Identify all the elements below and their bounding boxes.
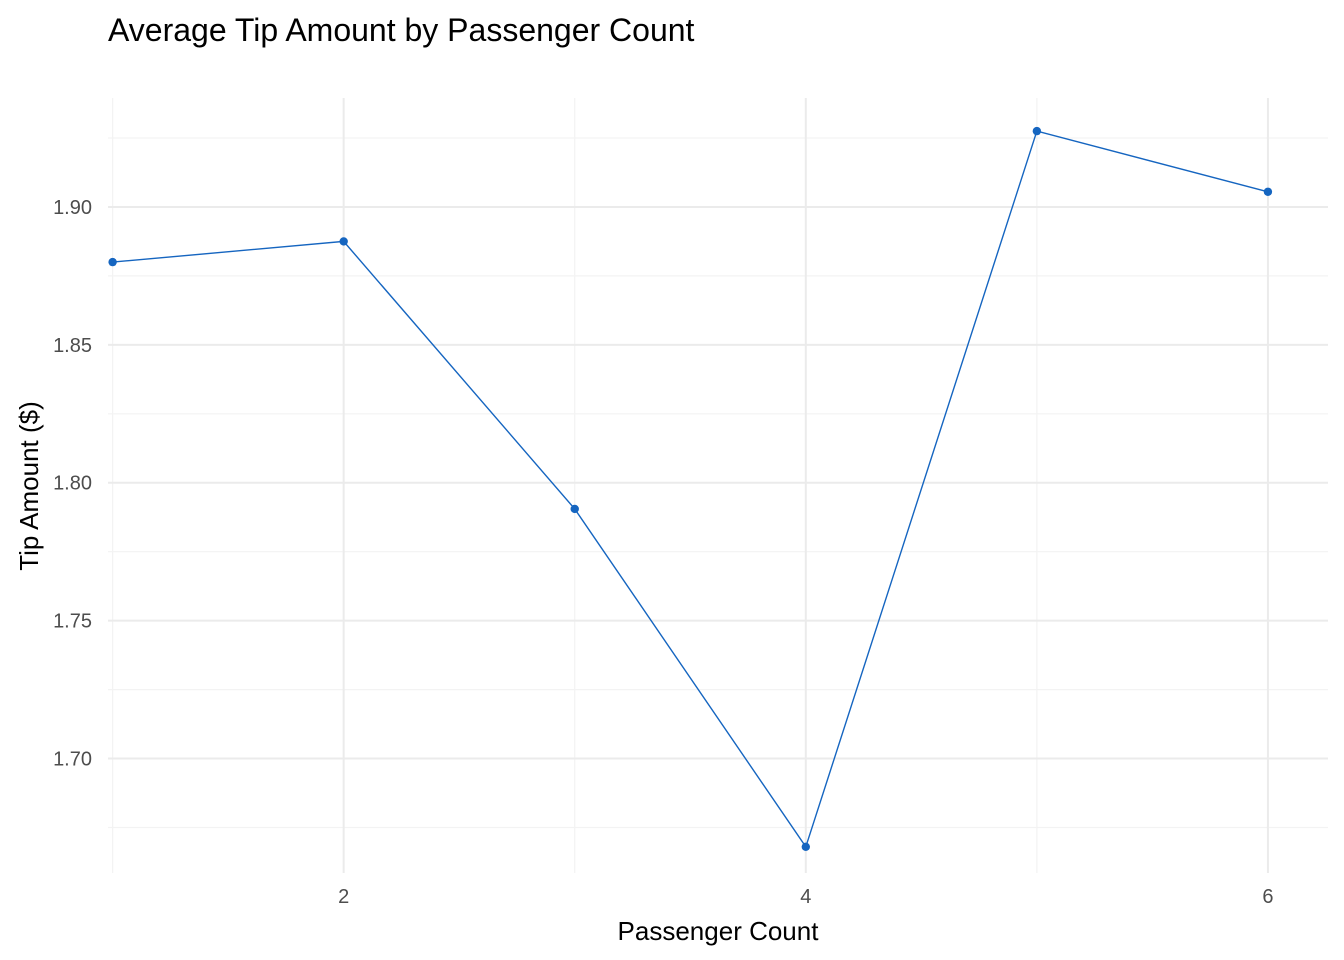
data-point — [570, 504, 579, 514]
tick-labels: 1.70 1.75 1.80 1.85 1.90 2 4 6 — [53, 197, 1273, 908]
series-line — [112, 130, 1269, 849]
x-tick-label: 6 — [1262, 886, 1273, 908]
y-axis-title: Tip Amount ($) — [14, 401, 44, 571]
data-point — [108, 257, 117, 267]
x-axis-title: Passenger Count — [618, 916, 820, 946]
y-tick-label: 1.70 — [53, 749, 92, 771]
data-point — [1032, 126, 1042, 136]
x-tick-label: 4 — [800, 886, 811, 908]
chart-title: Average Tip Amount by Passenger Count — [108, 12, 695, 48]
y-tick-label: 1.85 — [53, 335, 92, 357]
x-tick-label: 2 — [338, 886, 349, 908]
y-tick-label: 1.75 — [53, 611, 92, 633]
grid-lines — [108, 98, 1328, 873]
data-point — [801, 842, 811, 851]
data-point — [1263, 187, 1273, 196]
y-tick-label: 1.90 — [53, 197, 92, 219]
data-point — [339, 237, 348, 246]
y-tick-label: 1.80 — [53, 473, 92, 495]
series-layer — [108, 126, 1273, 851]
